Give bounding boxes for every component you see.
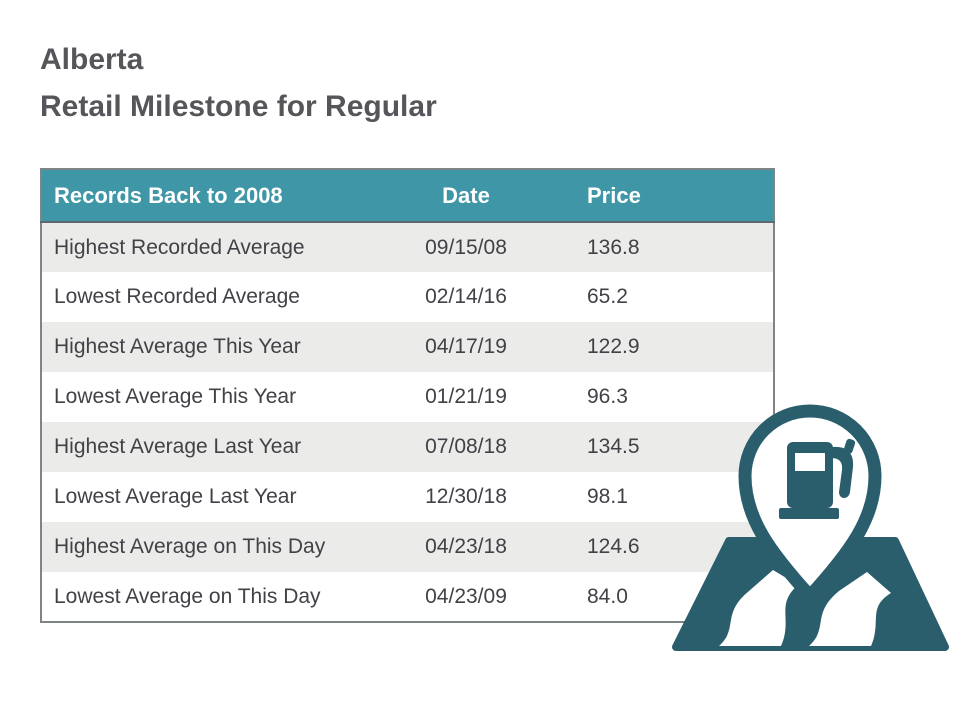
page-title: Retail Milestone for Regular: [40, 90, 437, 123]
milestone-date: 01/21/19: [425, 385, 507, 408]
milestone-label: Highest Average Last Year: [54, 435, 302, 458]
road-right: [809, 572, 891, 646]
gas-station-location-pin-icon: [672, 404, 949, 651]
table-row: Lowest Recorded Average 02/14/16 65.2: [41, 272, 774, 322]
table-row: Highest Recorded Average 09/15/08 136.8: [41, 222, 774, 272]
milestone-price: 124.6: [587, 535, 640, 558]
milestone-label: Lowest Recorded Average: [54, 285, 300, 308]
milestone-price: 98.1: [587, 485, 628, 508]
milestone-label: Lowest Average This Year: [54, 385, 297, 408]
milestone-label: Highest Average This Year: [54, 335, 301, 358]
milestone-date: 09/15/08: [425, 235, 507, 259]
gas-pump-icon: [779, 438, 856, 519]
column-header-date: Date: [386, 169, 546, 223]
milestone-price: 96.3: [587, 385, 628, 408]
column-header-records: Records Back to 2008: [41, 169, 386, 223]
milestone-price: 134.5: [587, 435, 640, 458]
milestone-label: Highest Average on This Day: [54, 535, 326, 558]
table-row: Lowest Average Last Year 12/30/18 98.1: [41, 472, 774, 522]
table-row: Highest Average Last Year 07/08/18 134.5: [41, 422, 774, 472]
milestone-date: 12/30/18: [425, 485, 507, 508]
milestone-price: 122.9: [587, 335, 640, 358]
table-row: Highest Average on This Day 04/23/18 124…: [41, 522, 774, 572]
table-body: Highest Recorded Average 09/15/08 136.8 …: [41, 222, 774, 622]
table-row: Highest Average This Year 04/17/19 122.9: [41, 322, 774, 372]
milestone-price: 84.0: [587, 584, 628, 608]
road-left: [719, 570, 798, 646]
region-title: Alberta: [40, 43, 144, 76]
milestone-label: Lowest Average Last Year: [54, 485, 297, 508]
table-header-row: Records Back to 2008 Date Price: [41, 169, 774, 223]
milestone-price: 136.8: [587, 235, 640, 259]
milestone-label: Lowest Average on This Day: [54, 584, 321, 608]
milestone-date: 04/23/09: [425, 584, 507, 608]
milestone-date: 02/14/16: [425, 285, 507, 308]
milestone-price: 65.2: [587, 285, 628, 308]
column-header-price: Price: [546, 169, 774, 223]
milestone-date: 07/08/18: [425, 435, 507, 458]
milestone-date: 04/23/18: [425, 535, 507, 558]
milestone-date: 04/17/19: [425, 335, 507, 358]
table-row: Lowest Average This Year 01/21/19 96.3: [41, 372, 774, 422]
table-row: Lowest Average on This Day 04/23/09 84.0: [41, 572, 774, 622]
page-title-block: Alberta Retail Milestone for Regular: [40, 36, 437, 130]
milestone-label: Highest Recorded Average: [54, 235, 305, 259]
milestones-table: Records Back to 2008 Date Price Highest …: [40, 168, 775, 623]
